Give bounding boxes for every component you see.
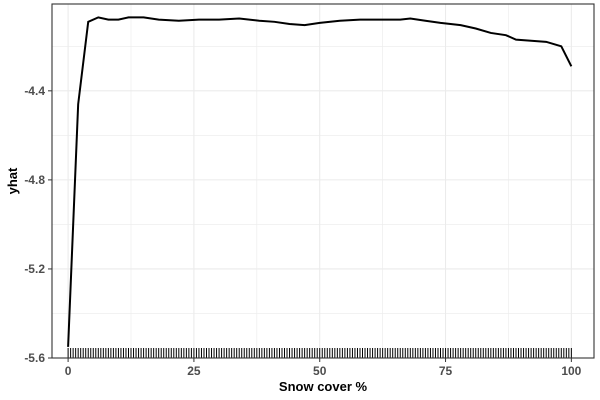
y-tick-label: -5.6	[24, 351, 45, 365]
x-tick-label: 100	[561, 364, 581, 378]
y-tick-label: -4.8	[24, 173, 45, 187]
x-tick-label: 0	[65, 364, 72, 378]
x-axis-title: Snow cover %	[279, 379, 368, 394]
y-axis-title: yhat	[5, 167, 20, 194]
grid-lines	[52, 4, 594, 359]
y-tick-label: -4.4	[24, 84, 45, 98]
y-tick-label: -5.2	[24, 262, 45, 276]
panel-border	[51, 3, 595, 359]
x-tick-label: 75	[439, 364, 453, 378]
x-axis: 0 25 50 75 100	[65, 358, 582, 378]
x-tick-label: 50	[313, 364, 327, 378]
rug-marks	[67, 348, 572, 358]
x-tick-label: 25	[187, 364, 201, 378]
y-axis: -4.4 -4.8 -5.2 -5.6	[24, 84, 52, 365]
series-line	[67, 16, 573, 347]
